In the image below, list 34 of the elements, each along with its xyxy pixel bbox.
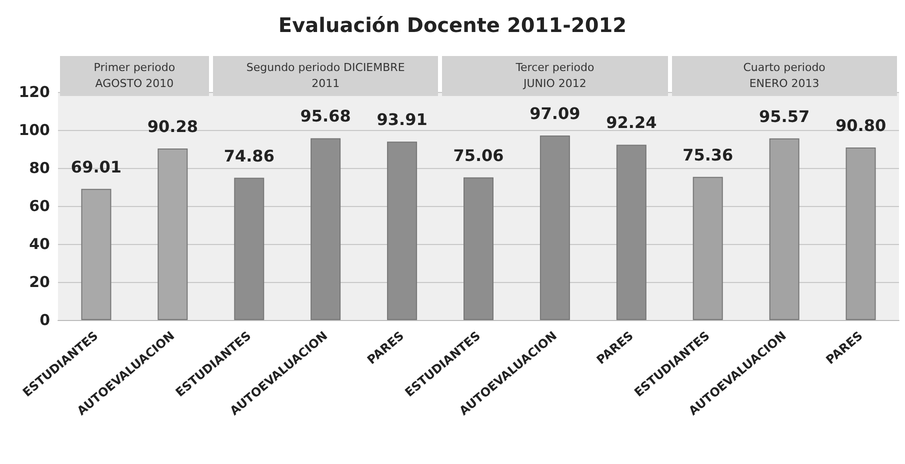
data-label: 90.28 <box>147 116 198 136</box>
bar <box>158 148 188 320</box>
y-tick-label: 40 <box>29 235 50 253</box>
data-label: 90.80 <box>835 116 886 135</box>
bar <box>616 144 646 320</box>
period-header: Segundo periodo DICIEMBRE 2011 <box>212 56 438 96</box>
bar <box>234 178 264 320</box>
data-label: 75.36 <box>682 145 734 164</box>
bar <box>81 188 112 320</box>
chart-title: Evaluación Docente 2011-2012 <box>278 13 627 37</box>
y-tick-label: 60 <box>29 197 50 215</box>
period-header: Primer periodo AGOSTO 2010 <box>60 56 209 96</box>
period-header: Tercer periodo JUNIO 2012 <box>442 56 668 96</box>
bar <box>464 177 494 320</box>
data-label: 93.91 <box>376 110 428 130</box>
bar <box>387 142 418 320</box>
data-label: 75.06 <box>453 146 504 165</box>
y-tick-label: 80 <box>29 159 50 177</box>
data-label: 69.01 <box>70 157 122 176</box>
data-label: 74.86 <box>224 146 274 166</box>
bar <box>310 138 341 320</box>
data-label: 92.24 <box>606 113 657 132</box>
data-label: 95.57 <box>759 106 810 126</box>
y-tick-label: 0 <box>40 311 50 329</box>
y-tick-label: 120 <box>18 83 50 101</box>
data-label: 97.09 <box>530 104 580 124</box>
data-label: 95.68 <box>300 106 351 126</box>
y-tick-label: 100 <box>18 121 50 139</box>
bar <box>692 176 723 320</box>
bar <box>769 138 800 320</box>
period-header: Cuarto periodo ENERO 2013 <box>672 56 897 96</box>
y-tick-label: 20 <box>29 273 50 291</box>
bar <box>846 147 876 320</box>
bar <box>540 136 570 320</box>
